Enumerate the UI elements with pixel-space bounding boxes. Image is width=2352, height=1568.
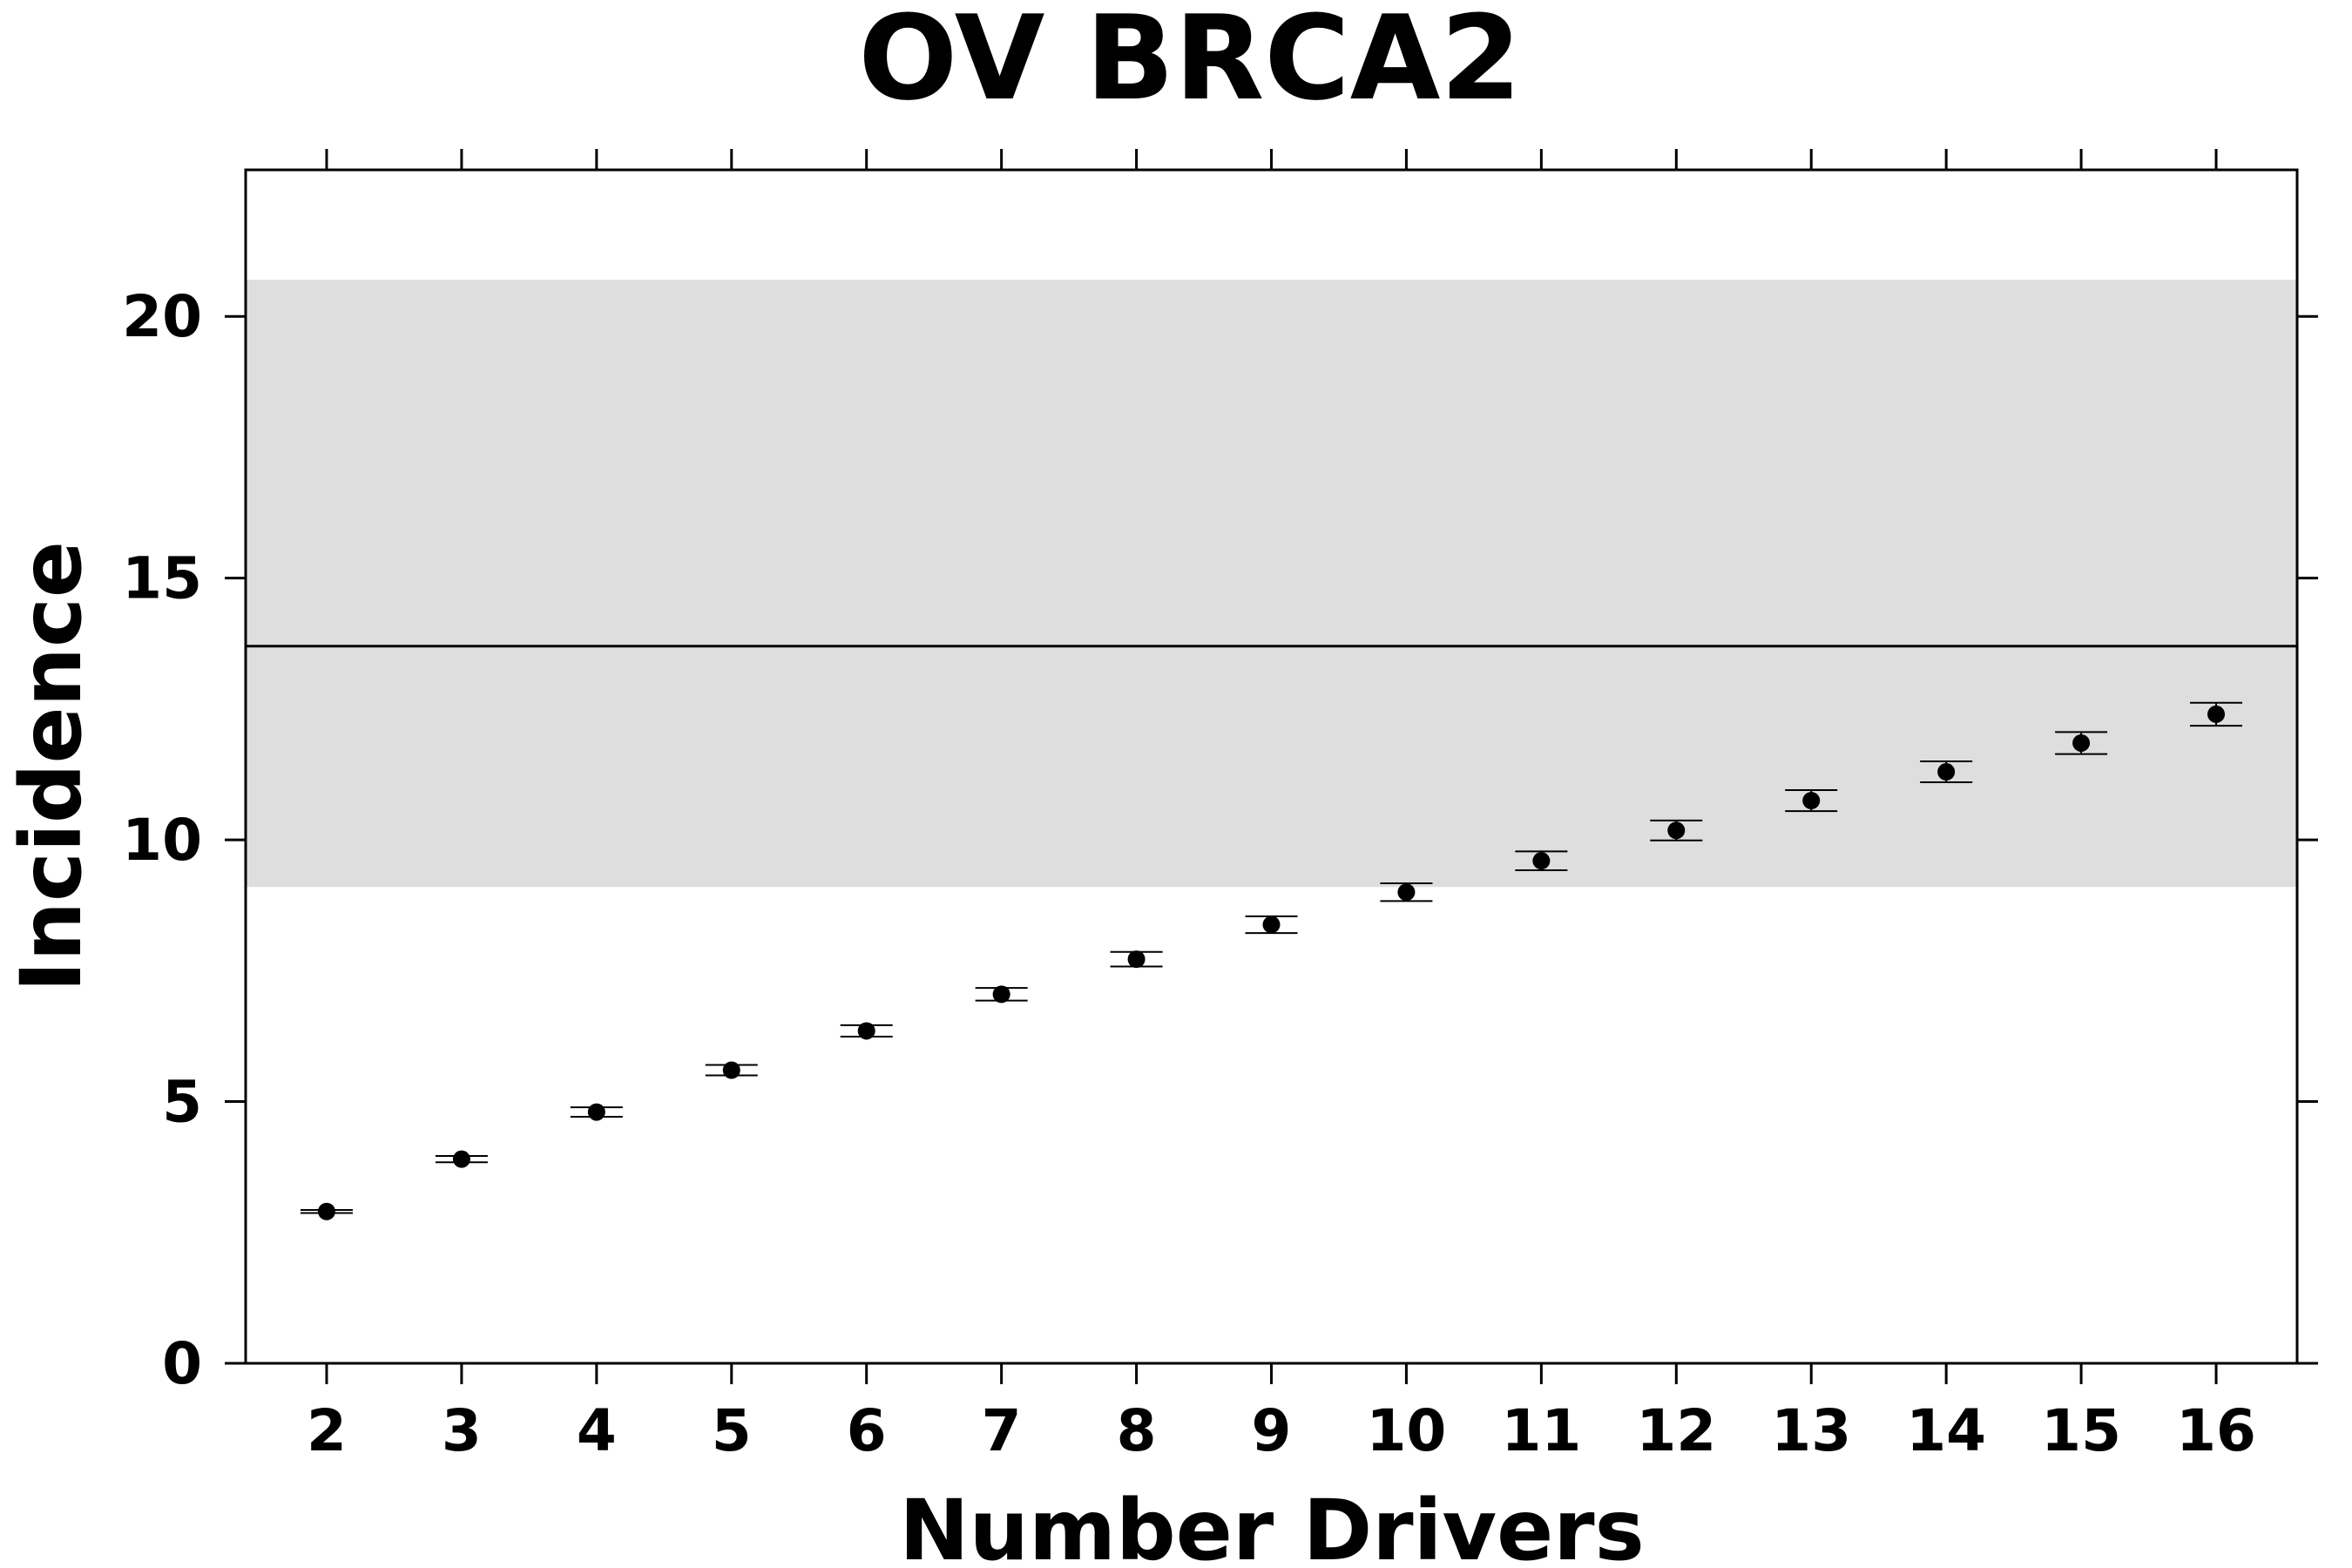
- x-tick-label: 13: [1771, 1397, 1851, 1464]
- y-axis: 0 5 10 15 20: [122, 283, 2318, 1397]
- data-point: [587, 1103, 605, 1121]
- data-point: [317, 1202, 335, 1220]
- x-tick-label: 2: [307, 1397, 347, 1464]
- x-tick-label: 8: [1117, 1397, 1157, 1464]
- y-tick-label: 20: [122, 283, 202, 350]
- chart-title: OV BRCA2: [858, 0, 1521, 126]
- data-point: [1802, 792, 1821, 810]
- data-point: [992, 985, 1010, 1004]
- x-tick-label: 6: [847, 1397, 887, 1464]
- y-axis-label: Incidence: [3, 541, 100, 992]
- data-point: [1262, 916, 1281, 934]
- data-point: [1532, 852, 1551, 870]
- x-tick-label: 12: [1636, 1397, 1716, 1464]
- data-point: [857, 1022, 875, 1040]
- data-point: [722, 1061, 740, 1079]
- x-tick-label: 16: [2176, 1397, 2256, 1464]
- y-tick-label: 10: [122, 807, 202, 874]
- data-point: [1667, 821, 1686, 840]
- plot-frame: [244, 168, 2299, 1365]
- x-tick-label: 5: [712, 1397, 752, 1464]
- reference-band: [246, 280, 2297, 888]
- x-tick-label: 14: [1906, 1397, 1986, 1464]
- x-tick-label: 15: [2041, 1397, 2121, 1464]
- data-point: [1937, 763, 1956, 781]
- x-axis: 2 3 4 5 6 7 8 9 10 11 12 13 14 15 16: [307, 149, 2256, 1464]
- x-tick-label: 11: [1501, 1397, 1581, 1464]
- data-series: [300, 701, 2243, 1220]
- y-tick-label: 15: [122, 545, 202, 612]
- x-tick-label: 10: [1367, 1397, 1447, 1464]
- data-point: [1127, 950, 1146, 969]
- y-tick-label: 0: [162, 1330, 202, 1397]
- data-point: [2072, 733, 2091, 752]
- x-tick-label: 7: [982, 1397, 1022, 1464]
- x-tick-label: 3: [442, 1397, 482, 1464]
- data-point: [1397, 883, 1416, 902]
- data-point: [2207, 705, 2226, 723]
- x-tick-label: 9: [1252, 1397, 1292, 1464]
- x-tick-label: 4: [577, 1397, 617, 1464]
- data-point: [452, 1150, 470, 1168]
- y-tick-label: 5: [162, 1069, 202, 1136]
- x-axis-label: Number Drivers: [899, 1482, 1644, 1568]
